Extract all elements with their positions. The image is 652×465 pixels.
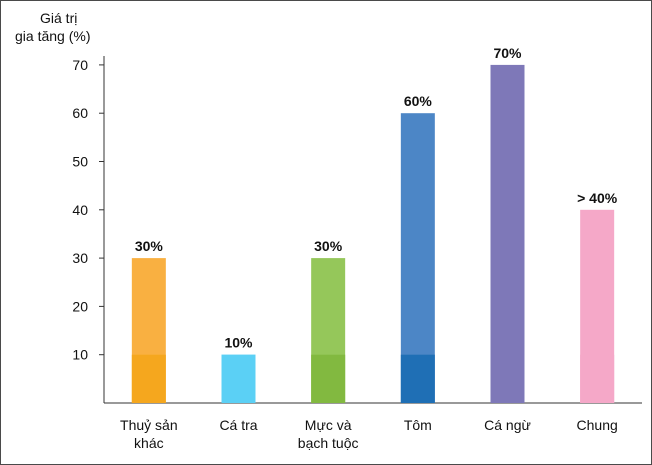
y-tick-label: 40 <box>72 202 88 218</box>
axes: 10 20 30 40 50 60 70 <box>72 56 642 404</box>
data-label: 30% <box>135 238 164 254</box>
category-label: Tôm <box>404 417 432 433</box>
y-axis-title-line-1: Giá trị <box>40 10 77 26</box>
data-label: 70% <box>493 45 522 61</box>
category-label: Thuỷ sản <box>120 417 178 433</box>
bar <box>400 113 435 403</box>
bar-base-segment <box>580 354 615 403</box>
y-tick-label: 60 <box>72 105 88 121</box>
category-label: Chung <box>577 417 618 433</box>
data-label: 30% <box>314 238 343 254</box>
bar-base-segment <box>131 354 166 403</box>
bar-base-segment <box>400 354 435 403</box>
bar-base-segment <box>311 354 346 403</box>
category-label: Cá tra <box>219 417 257 433</box>
bar <box>490 64 525 404</box>
y-tick-label: 10 <box>72 347 88 363</box>
data-label: 60% <box>404 93 433 109</box>
y-tick-label: 30 <box>72 250 88 266</box>
category-label: khác <box>134 435 164 451</box>
bar-base-segment <box>490 354 525 403</box>
y-tick-label: 50 <box>72 154 88 170</box>
data-label: 10% <box>224 335 253 351</box>
y-tick-label: 70 <box>72 57 88 73</box>
category-label: Cá ngừ <box>484 417 531 433</box>
y-tick-label: 20 <box>72 298 88 314</box>
data-label: > 40% <box>577 190 618 206</box>
category-label: bạch tuộc <box>298 435 359 451</box>
bars <box>131 64 615 404</box>
bar-base-segment <box>221 354 256 403</box>
category-label: Mực và <box>305 417 352 433</box>
labels: 30% Thuỷ sản khác 10% Cá tra 30% Mực và bạch tu… <box>120 45 618 451</box>
y-axis-title-line-2: gia tăng (%) <box>15 28 90 44</box>
